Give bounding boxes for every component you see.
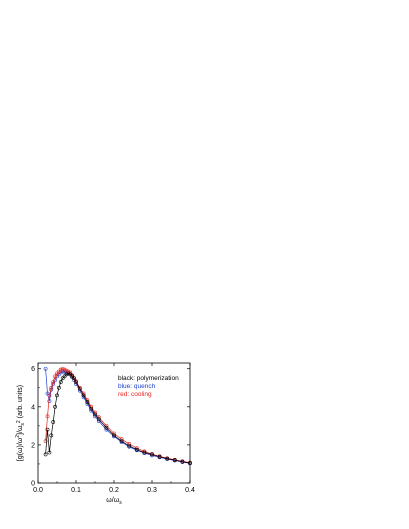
data-point xyxy=(157,454,162,459)
data-point xyxy=(150,452,154,457)
data-point xyxy=(43,439,48,443)
data-point xyxy=(180,459,185,464)
data-point xyxy=(93,412,97,417)
data-point xyxy=(57,385,61,390)
data-point xyxy=(85,400,90,404)
y-tick-label: 0 xyxy=(31,481,35,488)
data-point xyxy=(58,370,63,375)
data-point xyxy=(60,369,65,374)
data-point xyxy=(43,366,48,371)
legend-entry: red: cooling xyxy=(118,391,152,398)
data-point xyxy=(62,374,67,379)
data-point xyxy=(70,374,75,379)
data-point xyxy=(47,450,52,455)
data-point xyxy=(51,420,56,424)
data-point xyxy=(47,399,52,403)
x-axis: 0.0 0.1 0.2 0.3 0.4 xyxy=(33,363,195,494)
data-point xyxy=(89,406,94,411)
data-point xyxy=(55,393,59,398)
data-point xyxy=(62,367,67,372)
data-point xyxy=(77,386,82,391)
data-point xyxy=(172,458,177,463)
data-point xyxy=(72,376,77,381)
data-point xyxy=(142,449,147,454)
data-point xyxy=(55,371,59,376)
data-point xyxy=(53,404,58,409)
y-tick-label: 6 xyxy=(31,366,35,373)
x-axis-label: ω/ωs xyxy=(106,497,122,506)
x-tick-label: 0.2 xyxy=(109,487,119,494)
x-tick-label: 0.4 xyxy=(185,487,195,494)
y-tick-label: 4 xyxy=(31,404,35,411)
data-point xyxy=(142,450,147,455)
data-point xyxy=(45,427,50,432)
data-point xyxy=(64,368,69,373)
data-point xyxy=(112,433,116,438)
data-point xyxy=(96,417,101,422)
data-point xyxy=(127,443,132,448)
data-point xyxy=(64,372,69,377)
y-axis-label: [g(ω)/ω2]/ωs2 (arb. units) xyxy=(15,385,26,461)
data-point xyxy=(45,391,50,396)
data-point xyxy=(66,371,71,376)
data-point xyxy=(43,452,48,457)
data-point xyxy=(49,385,54,390)
series-layer xyxy=(43,366,192,466)
x-tick-label: 0.3 xyxy=(147,487,157,494)
data-point xyxy=(45,414,50,419)
data-point xyxy=(60,366,65,371)
series-line xyxy=(45,373,191,464)
legend-entry: black: polymerization xyxy=(118,375,179,382)
data-point xyxy=(134,447,139,452)
data-point xyxy=(68,372,73,377)
data-point xyxy=(81,393,86,398)
data-point xyxy=(165,456,170,461)
data-point xyxy=(104,425,109,430)
data-point xyxy=(60,376,65,381)
series-polymerization xyxy=(43,371,192,465)
data-point xyxy=(58,367,63,372)
x-tick-label: 0.0 xyxy=(33,487,43,494)
data-point xyxy=(58,380,63,384)
x-tick-label: 0.1 xyxy=(71,487,81,494)
series-line xyxy=(45,368,191,463)
data-point xyxy=(47,393,52,398)
data-point xyxy=(119,439,124,443)
legend-entry: blue: quench xyxy=(118,383,156,390)
data-point xyxy=(74,380,78,384)
data-point xyxy=(51,380,56,384)
y-axis: 0 2 4 6 xyxy=(31,366,190,488)
y-tick-label: 2 xyxy=(31,442,35,449)
data-point xyxy=(49,433,54,438)
data-point xyxy=(53,374,58,379)
data-point xyxy=(57,372,61,377)
data-point xyxy=(57,369,61,374)
